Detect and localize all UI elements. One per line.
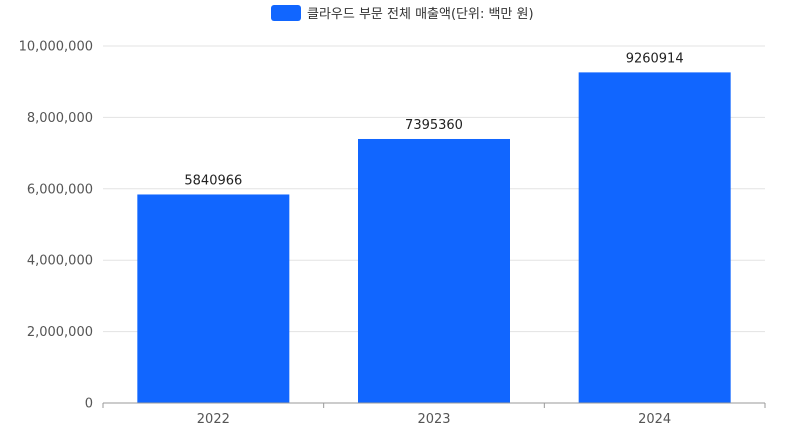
data-label-2024: 9260914: [626, 51, 684, 66]
x-tick-label-2022: 2022: [197, 412, 230, 427]
axes: [102, 402, 766, 408]
labels: 0 2,000,000 4,000,000 6,000,000 8,000,000 10,…: [19, 40, 684, 428]
bar-2022[interactable]: [137, 194, 290, 403]
y-tick-label: 10,000,000: [19, 40, 93, 55]
y-tick-label: 4,000,000: [27, 254, 93, 269]
y-tick-label: 0: [85, 397, 93, 412]
data-label-2022: 5840966: [184, 173, 242, 188]
y-tick-label: 6,000,000: [27, 182, 93, 197]
legend-swatch[interactable]: [271, 5, 301, 21]
x-tick-label-2024: 2024: [638, 412, 671, 427]
legend-label[interactable]: 클라우드 부문 전체 매출액(단위: 백만 원): [307, 7, 534, 22]
legend[interactable]: 클라우드 부문 전체 매출액(단위: 백만 원): [271, 5, 534, 22]
data-label-2023: 7395360: [405, 118, 463, 133]
bar-2024[interactable]: [578, 72, 731, 403]
x-tick-label-2023: 2023: [417, 412, 450, 427]
bar-2023[interactable]: [358, 138, 510, 403]
bars: [137, 72, 731, 403]
y-tick-label: 2,000,000: [27, 325, 93, 340]
y-tick-label: 8,000,000: [27, 111, 93, 126]
